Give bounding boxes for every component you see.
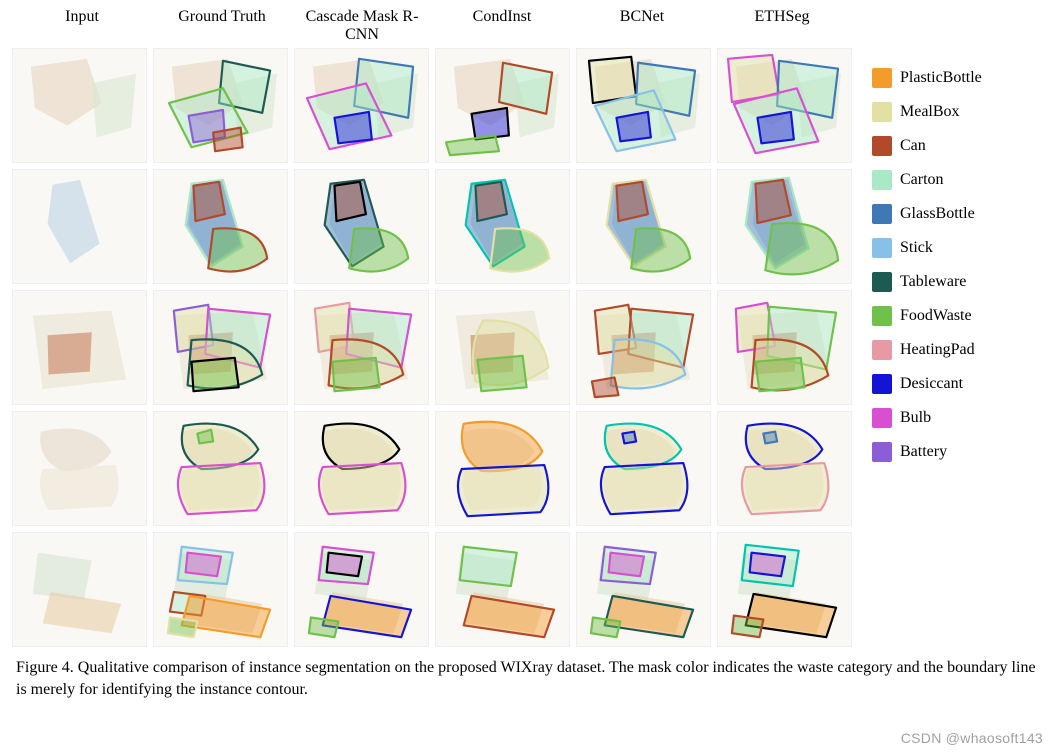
- legend-item: Can: [872, 136, 982, 156]
- result-cell: [435, 411, 570, 526]
- input-cell: [12, 48, 147, 163]
- legend-item: MealBox: [872, 102, 982, 122]
- legend-item: GlassBottle: [872, 204, 982, 224]
- result-cell: [576, 48, 711, 163]
- grid-row: [12, 411, 852, 526]
- result-cell: [576, 411, 711, 526]
- legend-swatch: [872, 68, 892, 88]
- result-cell: [294, 411, 429, 526]
- legend-swatch: [872, 204, 892, 224]
- result-cell: [153, 290, 288, 405]
- legend-label: Battery: [900, 443, 947, 461]
- legend-label: FoodWaste: [900, 307, 972, 325]
- result-cell: [717, 411, 852, 526]
- column-header: Ground Truth: [152, 8, 292, 44]
- legend-label: Tableware: [900, 273, 966, 291]
- legend-item: Carton: [872, 170, 982, 190]
- legend-item: HeatingPad: [872, 340, 982, 360]
- legend-swatch: [872, 306, 892, 326]
- legend-swatch: [872, 136, 892, 156]
- result-cell: [294, 290, 429, 405]
- legend-swatch: [872, 374, 892, 394]
- content-row: PlasticBottle MealBox Can Carton GlassBottle…: [12, 48, 1043, 647]
- grid-row: [12, 169, 852, 284]
- legend-swatch: [872, 170, 892, 190]
- figure-container: InputGround TruthCascade Mask R-CNNCondI…: [0, 0, 1055, 700]
- figure-caption: Figure 4. Qualitative comparison of inst…: [12, 647, 1043, 700]
- legend-item: Bulb: [872, 408, 982, 428]
- result-cell: [576, 290, 711, 405]
- legend-swatch: [872, 408, 892, 428]
- watermark: CSDN @whaosoft143: [901, 730, 1043, 746]
- grid-row: [12, 48, 852, 163]
- legend-label: Can: [900, 137, 926, 155]
- result-cell: [435, 169, 570, 284]
- input-cell: [12, 169, 147, 284]
- result-cell: [717, 532, 852, 647]
- legend-label: Carton: [900, 171, 944, 189]
- legend-swatch: [872, 442, 892, 462]
- legend-item: FoodWaste: [872, 306, 982, 326]
- legend-label: Desiccant: [900, 375, 963, 393]
- legend-swatch: [872, 340, 892, 360]
- grid-row: [12, 290, 852, 405]
- result-cell: [153, 411, 288, 526]
- input-cell: [12, 290, 147, 405]
- result-cell: [435, 290, 570, 405]
- column-header: BCNet: [572, 8, 712, 44]
- result-cell: [576, 532, 711, 647]
- legend-label: Stick: [900, 239, 933, 257]
- legend-label: Bulb: [900, 409, 931, 427]
- result-cell: [294, 532, 429, 647]
- comparison-grid: [12, 48, 852, 647]
- legend-item: Stick: [872, 238, 982, 258]
- input-cell: [12, 411, 147, 526]
- legend-label: GlassBottle: [900, 205, 975, 223]
- legend-swatch: [872, 272, 892, 292]
- column-headers: InputGround TruthCascade Mask R-CNNCondI…: [12, 8, 852, 44]
- column-header: ETHSeg: [712, 8, 852, 44]
- grid-row: [12, 532, 852, 647]
- legend-item: Desiccant: [872, 374, 982, 394]
- column-header: CondInst: [432, 8, 572, 44]
- column-header: Cascade Mask R-CNN: [292, 8, 432, 44]
- legend-label: MealBox: [900, 103, 960, 121]
- legend-label: PlasticBottle: [900, 69, 982, 87]
- result-cell: [294, 48, 429, 163]
- result-cell: [153, 48, 288, 163]
- result-cell: [717, 290, 852, 405]
- result-cell: [717, 48, 852, 163]
- result-cell: [294, 169, 429, 284]
- column-header: Input: [12, 8, 152, 44]
- legend-swatch: [872, 102, 892, 122]
- legend-item: PlasticBottle: [872, 68, 982, 88]
- result-cell: [153, 169, 288, 284]
- result-cell: [153, 532, 288, 647]
- input-cell: [12, 532, 147, 647]
- legend-item: Battery: [872, 442, 982, 462]
- result-cell: [435, 48, 570, 163]
- legend-item: Tableware: [872, 272, 982, 292]
- result-cell: [576, 169, 711, 284]
- legend-swatch: [872, 238, 892, 258]
- category-legend: PlasticBottle MealBox Can Carton GlassBottle…: [852, 48, 982, 462]
- result-cell: [717, 169, 852, 284]
- result-cell: [435, 532, 570, 647]
- legend-label: HeatingPad: [900, 341, 975, 359]
